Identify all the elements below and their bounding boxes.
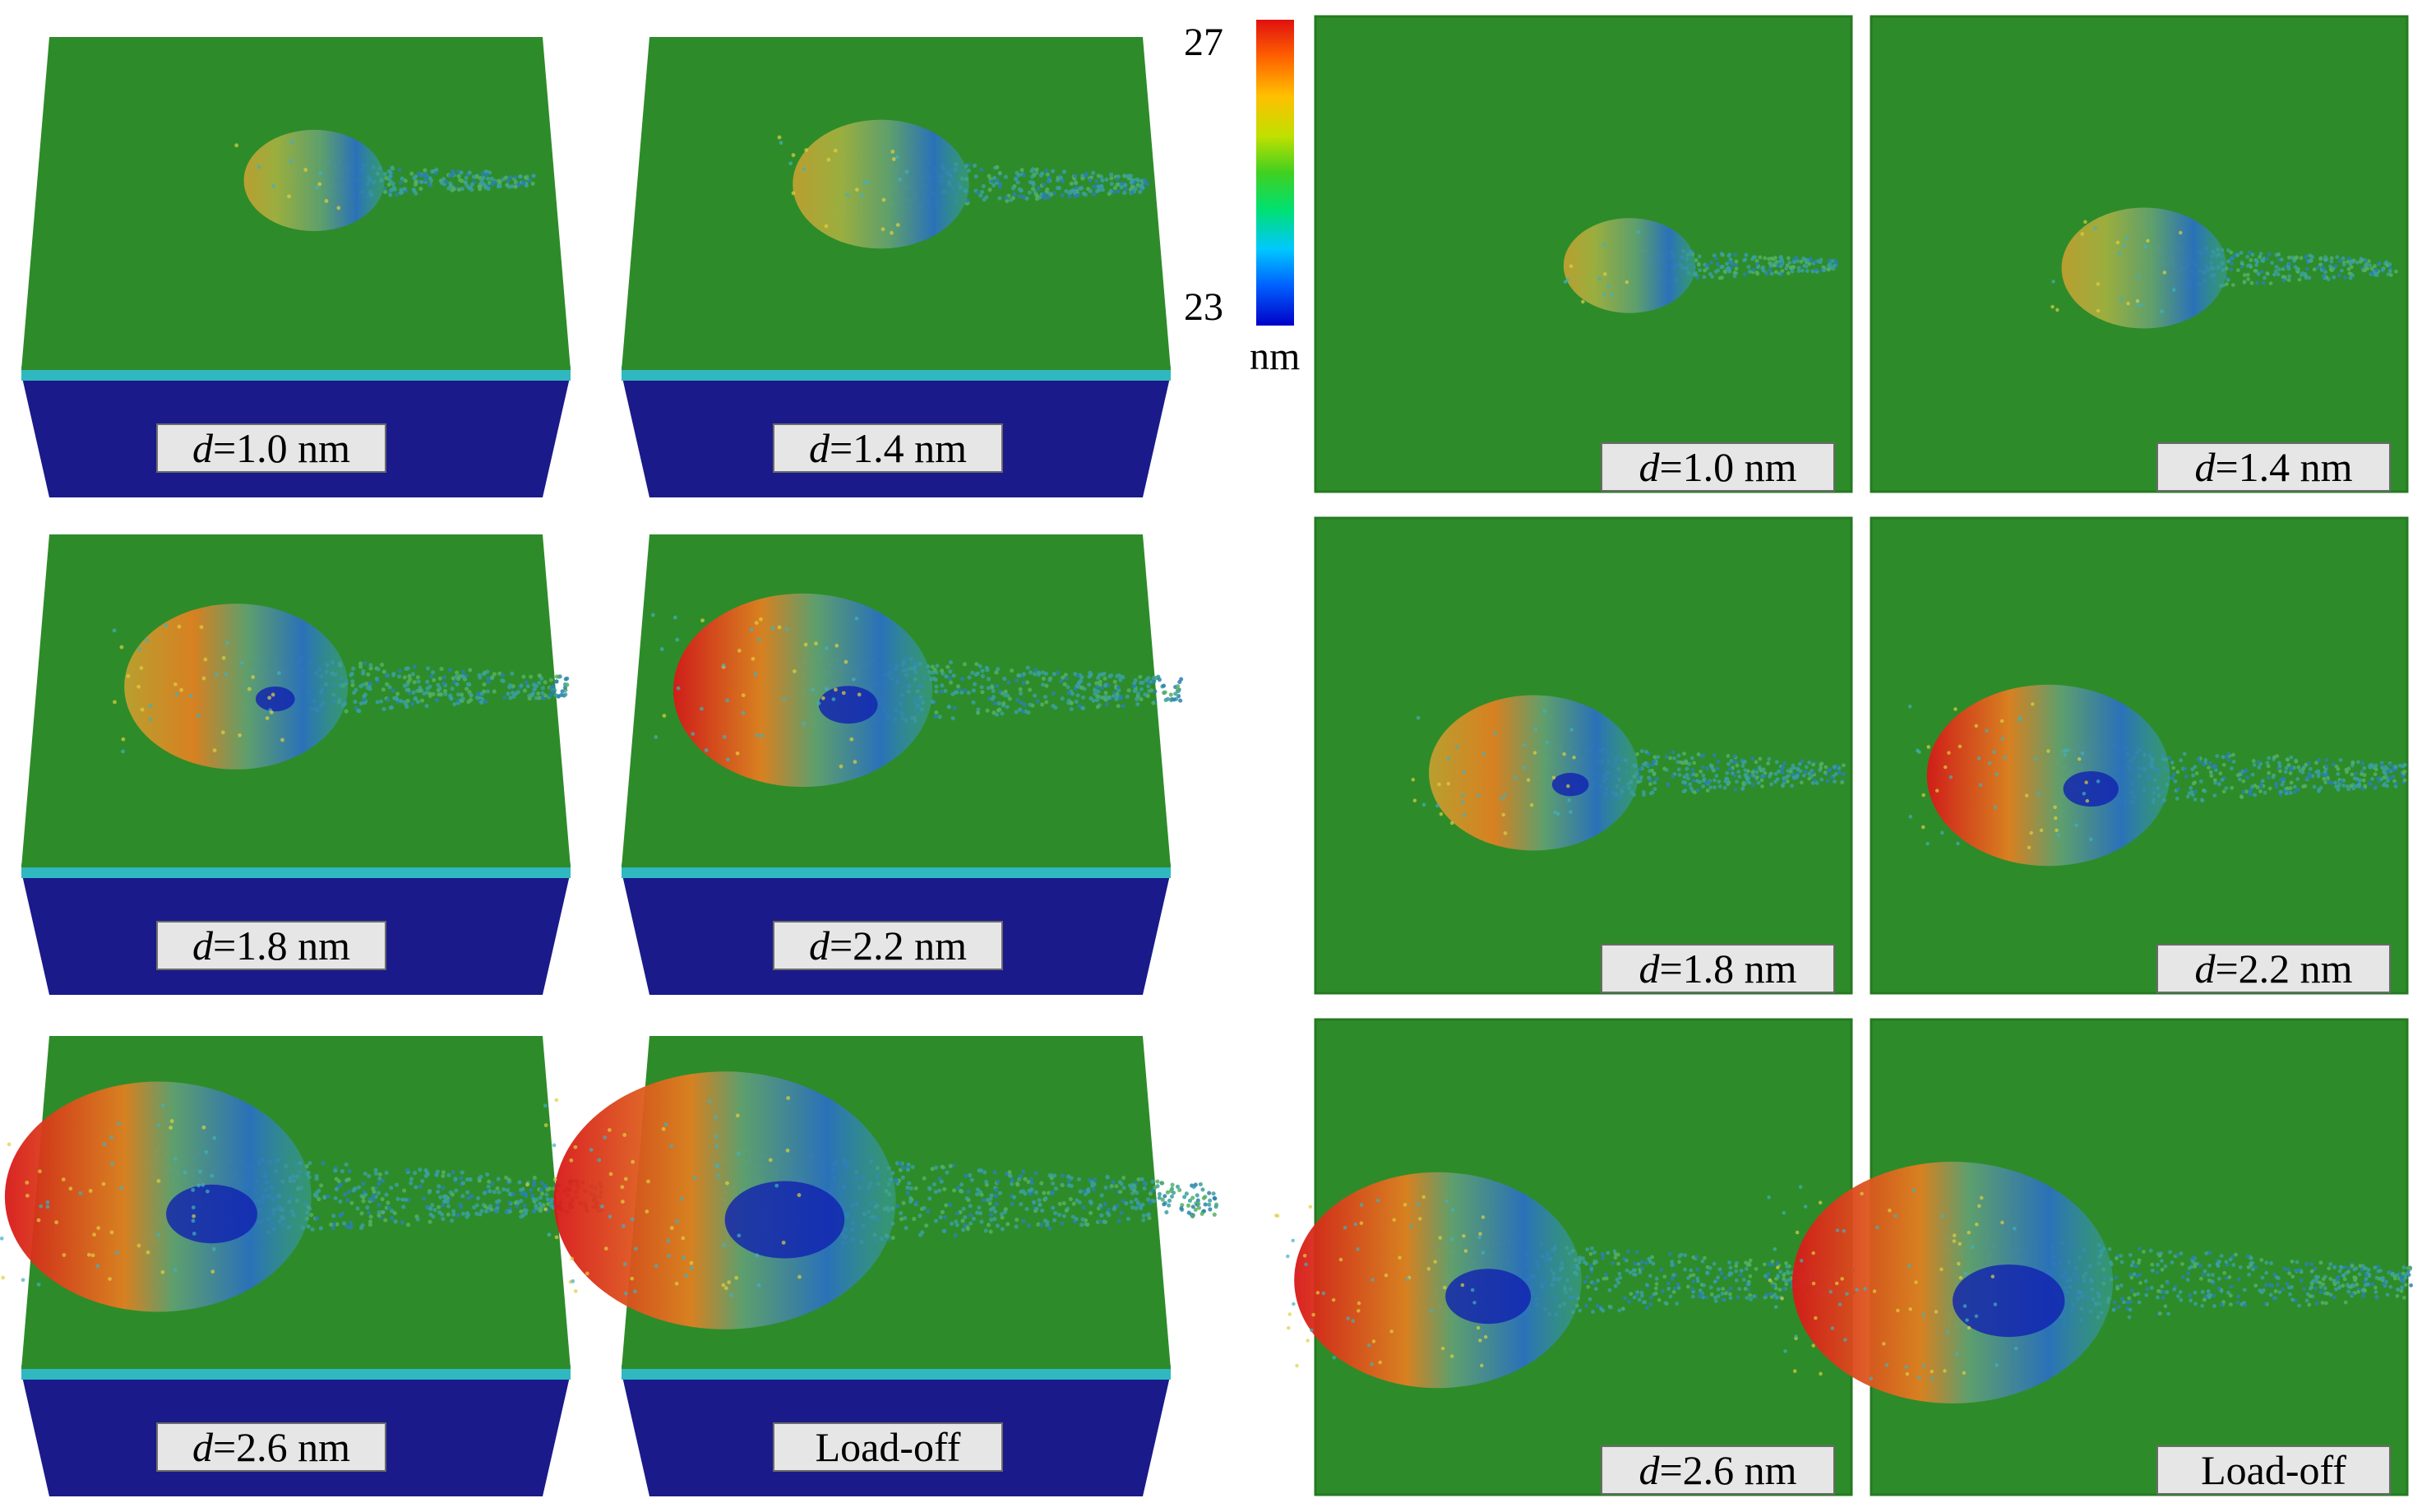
colorbar-unit: nm: [1250, 335, 1301, 378]
label-text: =2.2 nm: [2215, 946, 2353, 992]
workpiece-top: [1273, 1018, 1856, 1496]
label-variable: d: [192, 425, 213, 471]
label-text: Load-off: [815, 1424, 961, 1470]
colorbar-max-label: 27: [1184, 21, 1223, 64]
perspective-panel: d=2.2 nm: [617, 534, 1184, 995]
label-variable: d: [1639, 1447, 1660, 1493]
scratch-groove: [234, 129, 536, 232]
perspective-panel: d=1.4 nm: [617, 37, 1176, 497]
top-view-panel: d=1.8 nm: [1314, 516, 1853, 995]
scratch-groove: [1907, 684, 2407, 867]
panel-label: d=2.6 nm: [156, 1422, 386, 1472]
scratch-groove: [525, 1071, 1219, 1329]
panel-label: d=1.0 nm: [1601, 442, 1835, 492]
colorbar-min-label: 23: [1184, 285, 1223, 329]
perspective-panel: d=2.6 nm: [0, 1036, 604, 1496]
panel-label: d=1.0 nm: [156, 423, 386, 473]
top-view-panel: d=1.0 nm: [1314, 15, 1853, 493]
scratch-groove: [0, 1081, 604, 1312]
panel-label: d=1.8 nm: [1601, 944, 1835, 993]
workpiece-top: [1767, 1018, 2413, 1496]
label-text: =2.2 nm: [829, 922, 968, 969]
scratch-groove: [112, 603, 570, 770]
label-text: =2.6 nm: [1659, 1447, 1797, 1493]
scratch-groove: [1411, 695, 1846, 851]
scratch-groove: [650, 593, 1184, 788]
label-variable: d: [2194, 946, 2216, 992]
panel-label: d=1.8 nm: [156, 921, 386, 970]
panel-label: d=1.4 nm: [2156, 442, 2391, 492]
label-variable: d: [1639, 444, 1660, 490]
label-variable: d: [192, 1424, 213, 1470]
top-view-panel: d=2.6 nm: [1273, 1018, 1856, 1496]
label-text: =1.0 nm: [212, 425, 351, 471]
top-view-panel: Load-off: [1767, 1018, 2413, 1496]
top-view-panel: d=2.2 nm: [1870, 516, 2409, 995]
label-variable: d: [808, 922, 830, 969]
label-text: =1.0 nm: [1659, 444, 1797, 490]
label-text: =2.6 nm: [212, 1424, 351, 1470]
label-text: =1.8 nm: [1659, 946, 1797, 992]
scratch-groove: [1563, 218, 1839, 313]
workpiece-3d: [622, 37, 1171, 497]
label-text: =1.8 nm: [212, 922, 351, 969]
label-text: =1.4 nm: [829, 425, 968, 471]
scratch-groove: [1767, 1162, 2413, 1403]
panel-label: Load-off: [2156, 1445, 2391, 1495]
label-text: Load-off: [2201, 1447, 2346, 1493]
scratch-groove: [777, 119, 1149, 249]
panel-label: d=1.4 nm: [773, 423, 1003, 473]
workpiece-top: [1870, 15, 2409, 493]
perspective-panel: Load-off: [525, 1036, 1219, 1496]
label-variable: d: [2194, 444, 2216, 490]
top-view-panel: d=1.4 nm: [1870, 15, 2409, 493]
perspective-panel: d=1.0 nm: [16, 37, 575, 497]
panel-label: d=2.6 nm: [1601, 1445, 1835, 1495]
scratch-groove: [2050, 207, 2398, 329]
panel-label: Load-off: [773, 1422, 1003, 1472]
label-variable: d: [192, 922, 213, 969]
workpiece-top: [1314, 516, 1853, 995]
colorbar-gradient: [1256, 20, 1294, 326]
workpiece-top: [1314, 15, 1853, 493]
label-text: =1.4 nm: [2215, 444, 2353, 490]
perspective-panel: d=1.8 nm: [16, 534, 575, 995]
workpiece-top: [1870, 516, 2409, 995]
label-variable: d: [1639, 946, 1660, 992]
colorbar: 27 23 nm: [1167, 16, 1315, 378]
label-variable: d: [808, 425, 830, 471]
panel-label: d=2.2 nm: [773, 921, 1003, 970]
panel-label: d=2.2 nm: [2156, 944, 2391, 993]
